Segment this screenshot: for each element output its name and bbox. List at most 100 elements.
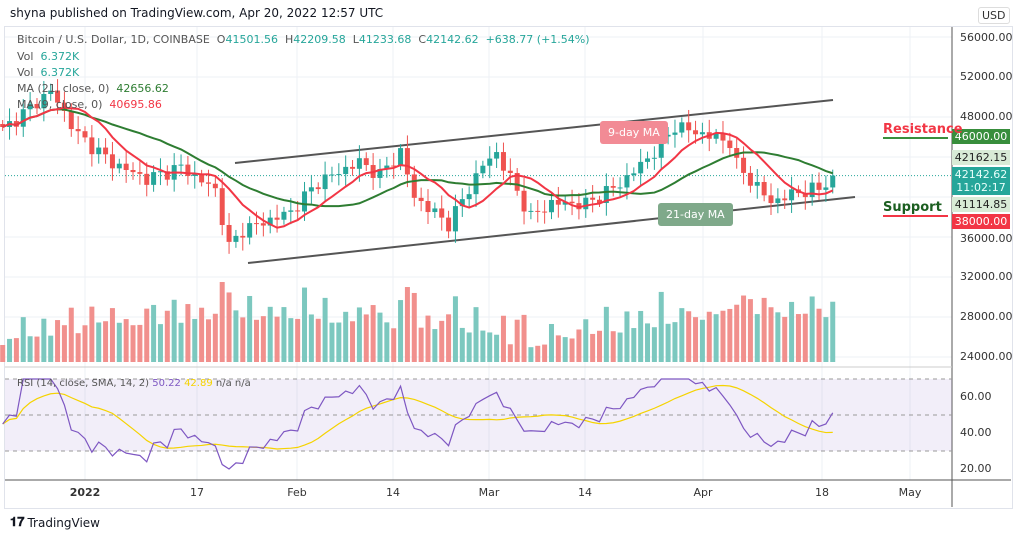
candle-body: [260, 223, 266, 226]
currency-button[interactable]: USD: [978, 7, 1010, 24]
rsi-legend: RSI (14, close, SMA, 14, 2) 50.22 42.89 …: [17, 378, 251, 389]
chart-frame[interactable]: [4, 26, 1013, 509]
volume-bar: [205, 319, 211, 362]
time-tick: Feb: [287, 486, 307, 499]
candle-body: [391, 165, 397, 167]
volume-bar: [308, 314, 314, 362]
candle-body: [130, 169, 136, 173]
candle-body: [583, 197, 589, 210]
volume-bar: [7, 338, 13, 362]
candle-body: [425, 201, 431, 213]
volume-bar: [164, 310, 170, 362]
candle-body: [75, 129, 81, 132]
volume-bar: [418, 327, 424, 362]
ma21-legend: MA (21, close, 0) 42656.62: [17, 82, 169, 95]
candle-body: [96, 147, 102, 155]
volume-bar: [123, 319, 129, 362]
volume-bar: [603, 306, 609, 362]
candle-body: [665, 134, 671, 137]
candle-body: [754, 182, 760, 186]
candle-body: [651, 157, 657, 159]
candle-body: [404, 148, 410, 175]
volume-bar: [727, 308, 733, 362]
volume-bar: [192, 318, 198, 362]
candle-body: [308, 187, 314, 192]
candle-body: [27, 103, 33, 110]
channel-lower-line: [247, 196, 856, 264]
candle-body: [699, 132, 705, 135]
price-tick: 52000.00: [960, 70, 1013, 83]
candle-body: [679, 122, 685, 133]
candle-body: [384, 165, 390, 170]
volume-bar: [384, 322, 390, 362]
time-tick: 17: [190, 486, 204, 499]
volume-bar: [144, 308, 150, 362]
volume-bar: [624, 311, 630, 362]
candle-body: [68, 110, 74, 130]
volume-bar: [302, 287, 308, 362]
time-tick: Apr: [693, 486, 713, 499]
candle-body: [41, 93, 47, 109]
volume-bar: [617, 332, 623, 362]
candle-body: [151, 172, 157, 185]
last-price-tag: 42142.62 11:02:17: [952, 167, 1010, 195]
candle-body: [528, 210, 534, 212]
volume-bar: [13, 338, 19, 362]
volume-bar: [336, 322, 342, 362]
volume-bar: [597, 330, 602, 362]
candle-body: [398, 148, 404, 167]
volume-bar: [41, 318, 47, 362]
volume-bar: [446, 314, 452, 362]
rsi-tick: 40.00: [960, 426, 992, 439]
volume-bar: [665, 323, 671, 362]
candle-body: [55, 90, 61, 103]
ma21-price-tag: 42162.15: [952, 150, 1010, 165]
candle-body: [514, 172, 520, 191]
volume-bar: [343, 311, 349, 362]
time-tick: 2022: [69, 486, 101, 499]
volume-bar: [658, 291, 664, 362]
candle-body: [535, 210, 541, 212]
price-tick: 56000.00: [960, 31, 1013, 44]
volume-bar: [75, 333, 81, 362]
volume-bar: [295, 318, 301, 362]
candle-body: [727, 140, 733, 149]
volume-bar: [329, 322, 335, 362]
volume-bar: [247, 295, 253, 362]
volume-bar: [734, 304, 740, 362]
volume-bar: [315, 318, 321, 362]
volume-bar: [576, 329, 582, 362]
candle-body: [562, 201, 568, 205]
volume-bar: [583, 319, 589, 362]
volume-bar: [768, 307, 774, 362]
ma21-line: [2, 108, 834, 208]
volume-bar: [398, 300, 404, 362]
candle-body: [734, 148, 740, 158]
ma21-annotation: 21-day MA: [658, 203, 733, 226]
volume-bar: [679, 308, 685, 362]
volume-bar: [494, 334, 500, 362]
candle-body: [109, 154, 115, 169]
candle-body: [542, 211, 548, 213]
volume-bar: [103, 321, 109, 362]
candle-body: [199, 173, 205, 183]
candle-body: [597, 199, 602, 204]
candle-body: [89, 137, 95, 155]
volume-bar: [741, 295, 747, 362]
volume-bar: [706, 311, 712, 362]
rsi-line: [2, 378, 834, 470]
candle-body: [226, 225, 232, 242]
volume-bar: [693, 317, 699, 362]
candle-body: [377, 169, 383, 178]
candle-body: [747, 172, 753, 186]
candle-body: [782, 198, 788, 201]
volume-bar: [809, 296, 815, 362]
candle-body: [645, 158, 651, 162]
tradingview-logo[interactable]: 𝟏𝟕 TradingView: [10, 515, 100, 530]
candle-body: [658, 136, 664, 158]
volume-bar: [254, 319, 259, 362]
candle-body: [247, 223, 253, 238]
candle-body: [254, 223, 259, 225]
candle-body: [590, 197, 596, 200]
